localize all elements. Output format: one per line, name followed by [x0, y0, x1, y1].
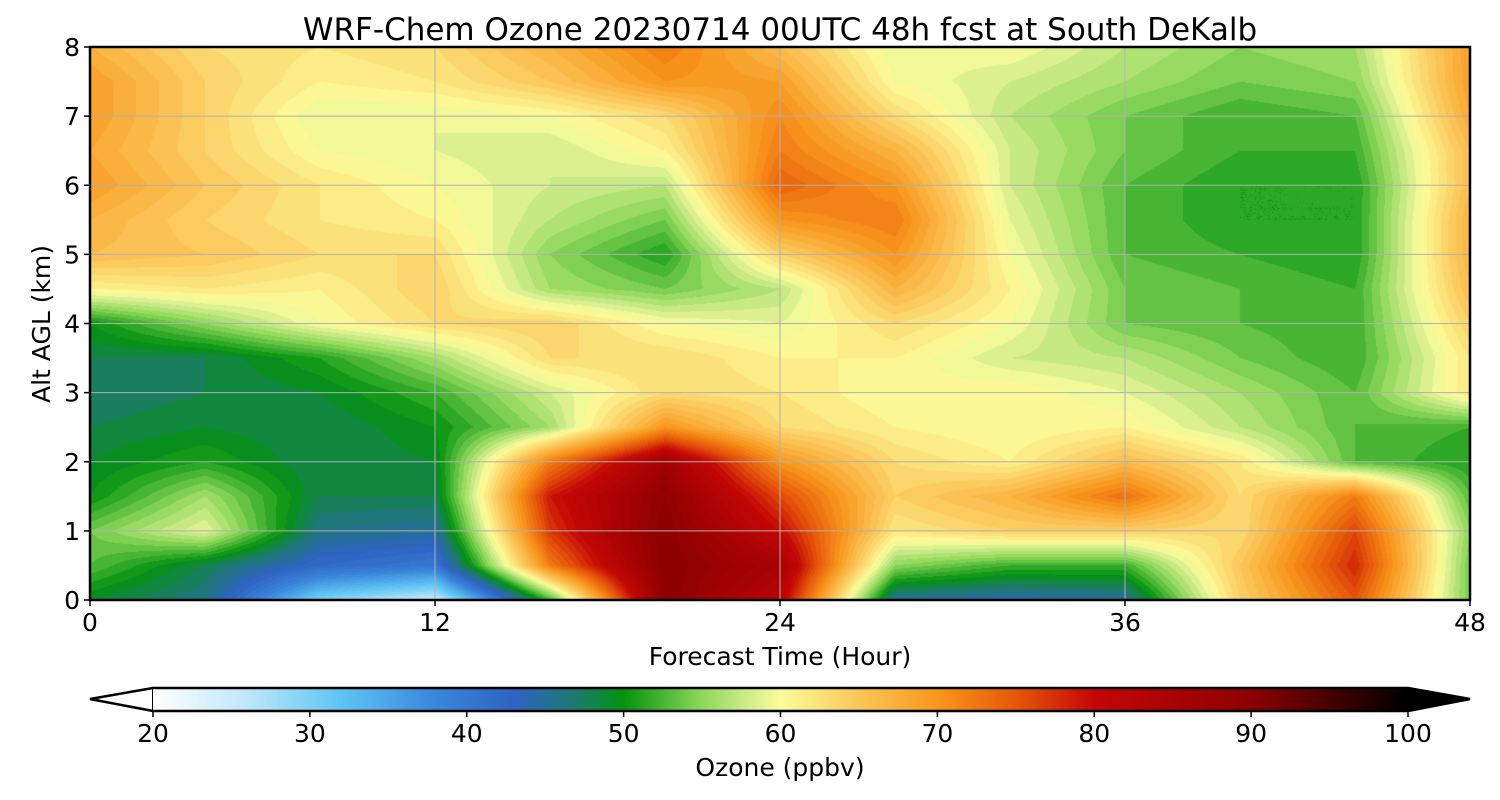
x-axis-label: Forecast Time (Hour) [649, 642, 912, 671]
colorbar-gradient [153, 688, 1408, 711]
colorbar-tick-label: 80 [1078, 719, 1110, 748]
colorbar-high-extend [1407, 686, 1471, 713]
y-tick-label: 2 [64, 448, 80, 477]
y-tick-label: 4 [64, 310, 80, 339]
colorbar-label: Ozone (ppbv) [695, 753, 864, 782]
y-tick-label: 0 [64, 586, 80, 615]
x-tick-label: 36 [1109, 608, 1141, 637]
y-axis-label: Alt AGL (km) [27, 245, 56, 403]
colorbar-tick-label: 60 [765, 719, 797, 748]
x-tick-label: 48 [1454, 608, 1486, 637]
y-tick-label: 8 [64, 33, 80, 62]
x-tick-label: 0 [82, 608, 98, 637]
y-tick-label: 1 [64, 517, 80, 546]
colorbar-tick-label: 30 [294, 719, 326, 748]
y-tick-label: 6 [64, 171, 80, 200]
x-tick-label: 12 [419, 608, 451, 637]
y-tick-label: 7 [64, 102, 80, 131]
chart-title: WRF-Chem Ozone 20230714 00UTC 48h fcst a… [303, 12, 1257, 48]
colorbar-tick-label: 20 [137, 719, 169, 748]
x-axis: 0 12 24 36 48 [82, 600, 1486, 637]
colorbar-low-extend [89, 686, 154, 713]
colorbar-tick-label: 50 [608, 719, 640, 748]
y-tick-label: 3 [64, 379, 80, 408]
x-tick-label: 24 [764, 608, 796, 637]
colorbar-tick-label: 90 [1235, 719, 1267, 748]
colorbar-tick-label: 100 [1384, 719, 1432, 748]
y-axis: 0 1 2 3 4 5 6 7 8 [64, 33, 90, 615]
y-tick-label: 5 [64, 240, 80, 269]
colorbar-tick-label: 70 [921, 719, 953, 748]
colorbar-tick-label: 40 [451, 719, 483, 748]
colorbar: 20 30 40 50 60 70 80 90 100 [89, 686, 1471, 748]
colorbar-ticks: 20 30 40 50 60 70 80 90 100 [137, 711, 1432, 748]
